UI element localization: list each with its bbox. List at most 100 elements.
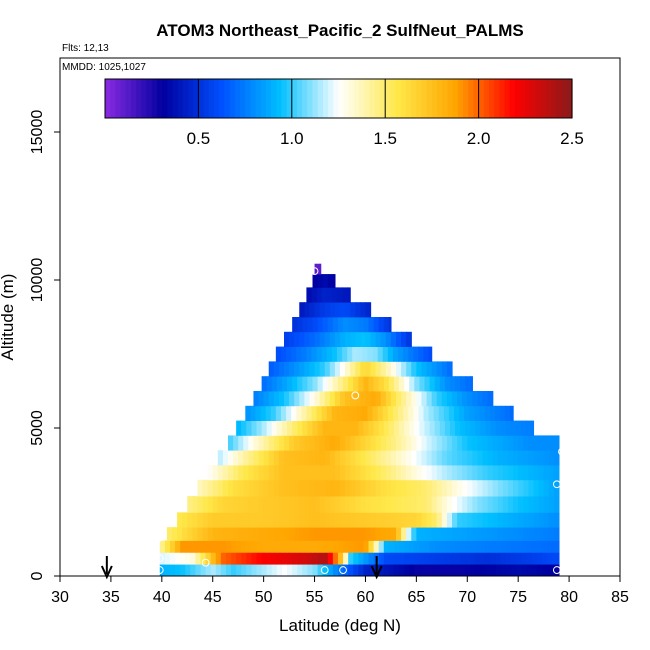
heatmap-cell [446,361,453,377]
heatmap-cell [294,465,300,481]
heatmap-cell [212,512,219,528]
heatmap-cell [352,405,358,421]
heatmap-cell [523,465,529,481]
heatmap-cell [217,496,224,513]
heatmap-cell [319,331,326,347]
heatmap-cell [492,479,499,497]
heatmap-cell [531,552,538,565]
heatmap-cell [289,465,295,481]
heatmap-cell [518,465,524,481]
heatmap-cell [355,361,361,377]
heatmap-cell [518,435,524,451]
heatmap-cell [518,512,524,528]
heatmap-cell [436,435,443,451]
heatmap-cell [396,331,402,347]
heatmap-cell [302,420,309,436]
heatmap-cell [449,564,456,577]
heatmap-cell [332,376,339,392]
x-tick-label: 40 [153,589,171,606]
x-tick-label: 70 [458,589,476,606]
heatmap-cell [253,527,260,541]
heatmap-cell [424,540,431,553]
colorbar-tick-label: 0.5 [187,129,211,148]
heatmap-cell [436,527,443,541]
heatmap-cell [238,479,244,497]
heatmap-cell [431,450,438,466]
heatmap-cell [396,479,402,497]
heatmap-cell [281,564,288,577]
heatmap-cell [302,564,309,577]
heatmap-cell [477,479,484,497]
heatmap-cell [426,527,433,541]
heatmap-cell [441,435,448,451]
colorbar-swatch [364,79,371,118]
heatmap-cell [551,540,558,553]
heatmap-cell [212,527,219,541]
heatmap-cell [482,450,489,466]
heatmap-cell [383,420,390,436]
heatmap-cell [548,479,555,497]
sample-marker [552,566,561,574]
heatmap-cell [360,465,367,481]
heatmap-cell [421,527,428,541]
colorbar-swatch [224,79,231,118]
heatmap-cell [428,346,433,362]
heatmap-cell [396,512,402,528]
heatmap-cell [164,564,171,577]
heatmap-cell [406,496,412,513]
heatmap-cell [475,540,482,553]
heatmap-cell [421,361,428,377]
heatmap-cell [436,479,443,497]
heatmap-cell [441,512,448,528]
heatmap-cell [390,465,397,481]
heatmap-cell [455,564,461,577]
heatmap-cell [314,435,321,451]
heatmap-cell [508,512,514,528]
heatmap-cell [528,512,535,528]
colorbar-swatch [281,79,288,118]
heatmap-cell [200,552,207,565]
heatmap-cell [271,376,278,392]
heatmap-cell [446,435,453,451]
colorbar-swatch [405,79,412,118]
heatmap-cell [390,496,397,513]
heatmap-cell [192,496,199,513]
colorbar-swatch [416,79,423,118]
heatmap-cell [311,346,318,362]
colorbar-swatch [328,79,334,118]
heatmap-cell [454,405,460,421]
heatmap-cell [459,405,465,421]
y-tick-label: 15000 [29,110,46,155]
heatmap-cell [523,527,529,541]
heatmap-cell [533,465,540,481]
heatmap-cell [182,512,188,528]
heatmap-cell [278,512,285,528]
heatmap-cell [500,540,507,553]
heatmap-cell [523,479,529,497]
heatmap-cell [439,540,446,553]
colorbar-swatch [426,79,433,118]
heatmap-cell [331,346,338,362]
heatmap-cell [508,479,514,497]
heatmap-cell [375,435,382,451]
heatmap-cell [329,331,336,347]
heatmap-cell [444,564,451,577]
heatmap-cell [263,450,270,466]
heatmap-cell [185,540,191,553]
heatmap-cell [431,479,438,497]
heatmap-cell [409,552,415,565]
heatmap-cell [426,496,433,513]
heatmap-cell [444,540,451,553]
heatmap-cell [516,420,522,436]
heatmap-cell [500,420,507,436]
heatmap-cell [340,479,346,497]
heatmap-cell [299,450,305,466]
heatmap-cell [299,496,305,513]
heatmap-cell [329,435,336,451]
heatmap-cell [446,496,453,513]
heatmap-cell [299,331,305,347]
heatmap-cell [355,331,361,347]
heatmap-cell [434,420,441,436]
heatmap-cell [345,527,351,541]
heatmap-cell [516,552,522,565]
